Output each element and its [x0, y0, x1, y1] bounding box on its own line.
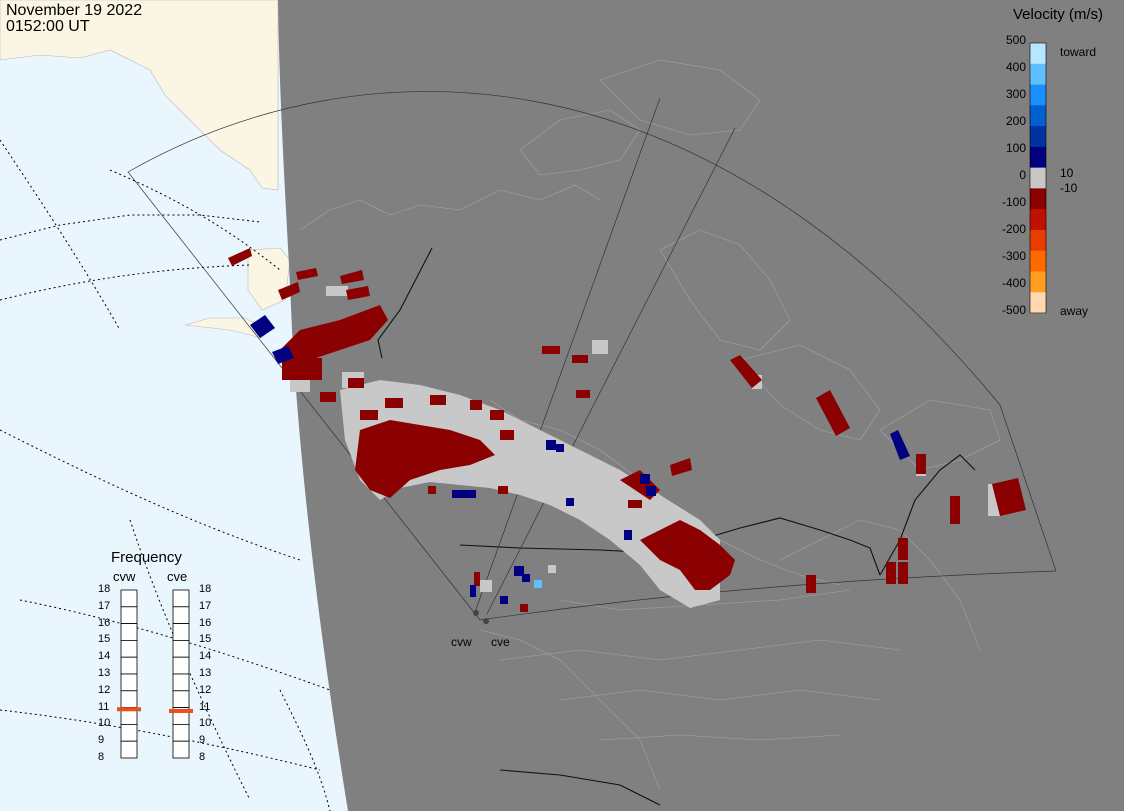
frequency-number-left: 16 [98, 616, 111, 629]
frequency-number-right: 15 [199, 633, 212, 646]
coastlines [299, 59, 1001, 791]
frequency-scale [117, 589, 193, 759]
colorbar-segment [1030, 167, 1046, 189]
frequency-cell [172, 656, 190, 675]
site-label-cve: cve [491, 635, 510, 649]
velocity-tick-label: 0 [1019, 168, 1026, 182]
frequency-number-right: 11 [199, 700, 211, 713]
frequency-cell [172, 690, 190, 708]
toward-scatter [250, 315, 910, 604]
velocity-legend-title: Velocity (m/s) [1013, 6, 1104, 23]
toward-label: toward [1060, 45, 1097, 59]
date-label: November 19 2022 [6, 2, 143, 19]
colorbar-segment [1030, 84, 1046, 106]
frequency-number-right: 16 [199, 616, 212, 629]
colorbar-segment [1030, 292, 1046, 314]
site-marker-cve [483, 618, 489, 624]
frequency-indicator-cvw [117, 707, 141, 712]
velocity-tick-label: 300 [1005, 87, 1026, 101]
away-label: away [1060, 304, 1089, 318]
frequency-number-right: 9 [199, 734, 206, 747]
frequency-number-left: 12 [98, 683, 111, 696]
velocity-tick-label: 500 [1005, 33, 1026, 47]
colorbar-segment [1030, 271, 1046, 293]
frequency-cell [120, 589, 138, 608]
frequency-number-left: 10 [98, 717, 111, 730]
velocity-colorbar [1029, 42, 1047, 314]
frequency-number-right: 13 [199, 667, 212, 679]
night-shade [278, 0, 1124, 811]
cutoff-positive: 10 [1060, 166, 1074, 180]
velocity-tick-label: 100 [1005, 141, 1026, 155]
cutoff-negative: -10 [1060, 181, 1078, 195]
frequency-cell [120, 656, 138, 675]
frequency-cell [120, 690, 138, 708]
frequency-cell [172, 640, 190, 658]
frequency-cell [172, 673, 190, 692]
frequency-cell [172, 623, 190, 641]
daylight-land [0, 0, 279, 191]
colorbar-segment [1030, 105, 1046, 127]
colorbar-frame [1029, 42, 1047, 314]
fov-outlines [127, 91, 1057, 621]
velocity-tick-label: 400 [1005, 60, 1026, 74]
colorbar-segment [1030, 188, 1046, 210]
velocity-tick-label: -200 [1001, 222, 1026, 236]
colorbar-segment [1030, 229, 1046, 252]
frequency-cell [172, 606, 190, 624]
frequency-number-left: 8 [98, 751, 105, 763]
site-label-cvw: cvw [451, 635, 472, 649]
colorbar-segment [1030, 146, 1046, 169]
velocity-tick-label: -100 [1001, 195, 1026, 209]
colorbar-segment [1030, 63, 1046, 86]
frequency-number-right: 18 [199, 583, 212, 595]
colorbar-segment [1030, 250, 1046, 272]
radar-label-cve: cve [167, 569, 188, 584]
time-label: 0152:00 UT [6, 18, 90, 35]
alaska-day-land [247, 247, 291, 311]
frequency-number-left: 17 [98, 599, 111, 612]
frequency-number-right: 17 [199, 599, 212, 612]
toward-fast-scatter [534, 580, 542, 588]
frequency-cell [120, 740, 138, 759]
frequency-number-left: 15 [98, 633, 111, 646]
frequency-cell [120, 673, 138, 692]
frequency-number-left: 13 [98, 667, 111, 679]
frequency-number-left: 18 [98, 583, 111, 595]
frequency-cell [120, 606, 138, 624]
frequency-cell [172, 589, 190, 608]
frequency-number-right: 10 [199, 717, 212, 730]
velocity-tick-label: -500 [1001, 303, 1026, 317]
site-marker-cvw [473, 610, 479, 616]
frequency-number-right: 8 [199, 751, 206, 763]
radar-label-cvw: cvw [113, 569, 136, 584]
velocity-tick-label: -400 [1001, 276, 1026, 290]
frequency-cell [172, 740, 190, 759]
frequency-cell [172, 724, 190, 742]
frequency-indicator-cve [169, 708, 193, 713]
frequency-cell [120, 623, 138, 641]
frequency-number-left: 11 [98, 700, 110, 713]
borders [377, 247, 976, 806]
colorbar-segment [1030, 126, 1046, 148]
frequency-cell [120, 640, 138, 658]
frequency-number-right: 14 [199, 650, 212, 663]
velocity-tick-label: -300 [1001, 249, 1026, 263]
frequency-number-right: 12 [199, 683, 212, 696]
frequency-title: Frequency [111, 549, 182, 566]
frequency-number-left: 14 [98, 650, 111, 663]
frequency-number-left: 9 [98, 734, 105, 747]
colorbar-segment [1030, 209, 1046, 231]
colorbar-segment [1030, 43, 1046, 65]
frequency-cell [120, 724, 138, 742]
velocity-tick-label: 200 [1005, 114, 1026, 128]
